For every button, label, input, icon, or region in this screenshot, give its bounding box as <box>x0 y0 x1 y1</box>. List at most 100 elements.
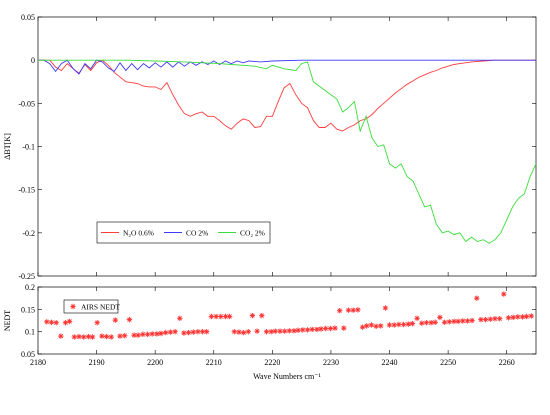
data-point <box>368 322 375 328</box>
data-point <box>158 330 164 337</box>
legend-label-2: CO₂ 2% <box>240 229 265 238</box>
data-point <box>332 325 338 331</box>
data-point <box>94 320 100 326</box>
legend-label-1: CO 2% <box>186 229 208 238</box>
data-point <box>140 331 146 337</box>
y-tick-label: 0.05 <box>21 13 35 22</box>
data-point <box>350 307 356 313</box>
data-point <box>345 307 352 313</box>
data-point <box>396 321 402 328</box>
data-point <box>474 295 480 301</box>
data-point <box>199 329 206 335</box>
data-point <box>48 319 55 325</box>
data-point <box>487 316 493 322</box>
series-line-1 <box>38 59 536 75</box>
data-point <box>181 330 187 336</box>
data-point <box>409 320 416 327</box>
data-point <box>208 313 215 320</box>
data-point <box>359 324 366 330</box>
data-point <box>337 308 343 314</box>
x-tick-label: 2240 <box>382 358 398 367</box>
data-point <box>286 328 292 334</box>
y-tick-label: -0.25 <box>18 272 35 281</box>
data-point <box>135 332 141 338</box>
data-point <box>226 313 233 320</box>
data-point <box>236 329 242 335</box>
y-tick-label: 0 <box>31 56 35 65</box>
legend-label: AIRS NEDT <box>81 303 120 312</box>
y-tick-label: -0.05 <box>18 99 35 108</box>
data-point <box>272 328 278 334</box>
data-point <box>523 313 530 320</box>
legend-marker <box>70 303 76 310</box>
y-tick-label: 0.2 <box>25 283 35 292</box>
data-point <box>76 333 82 340</box>
data-point <box>282 328 288 334</box>
data-point <box>364 323 370 329</box>
y-tick-label: -0.1 <box>22 143 35 152</box>
data-point <box>149 331 155 337</box>
data-point <box>103 333 110 340</box>
data-point <box>44 319 50 325</box>
data-point <box>108 334 114 340</box>
data-point <box>259 312 265 319</box>
series-line-0 <box>38 59 536 132</box>
data-point <box>355 307 361 313</box>
data-point <box>89 334 96 340</box>
y-tick-label: -0.2 <box>22 229 35 238</box>
data-point <box>423 320 430 326</box>
y-axis-label: ΔBT[K] <box>3 133 12 160</box>
x-tick-label: 2220 <box>264 358 280 367</box>
data-point <box>469 317 475 324</box>
data-point <box>117 333 123 339</box>
data-point <box>268 329 274 335</box>
data-point <box>515 314 521 320</box>
data-point <box>240 329 247 336</box>
data-point <box>464 318 471 324</box>
x-tick-label: 2260 <box>499 358 515 367</box>
data-point <box>245 329 251 335</box>
y-tick-label: 0.1 <box>25 328 35 337</box>
data-point <box>99 333 105 339</box>
data-point <box>441 319 448 325</box>
data-point <box>231 329 237 335</box>
data-point <box>492 316 498 322</box>
legend <box>96 221 271 244</box>
data-point <box>378 323 384 329</box>
x-tick-label: 2180 <box>30 358 46 367</box>
data-point <box>71 334 77 340</box>
x-tick-label: 2200 <box>147 358 163 367</box>
data-point <box>437 314 443 321</box>
data-point <box>419 320 425 326</box>
data-point <box>455 318 461 325</box>
data-point <box>528 313 534 319</box>
data-point <box>432 319 438 325</box>
data-point <box>323 325 329 332</box>
data-point <box>218 313 224 320</box>
data-point <box>400 321 407 328</box>
series-line-2 <box>38 59 537 244</box>
data-point <box>382 305 389 311</box>
legend-label-0: N₂O 0.6% <box>123 229 154 238</box>
data-point <box>185 329 192 336</box>
data-point <box>414 315 420 321</box>
data-point <box>254 328 260 334</box>
y-tick-label: -0.15 <box>18 186 35 195</box>
x-axis-label: Wave Numbers cm⁻¹ <box>253 372 321 381</box>
data-point <box>295 327 301 333</box>
data-point <box>291 328 297 334</box>
data-point <box>505 315 512 321</box>
data-point <box>81 334 87 340</box>
top-chart-panel: 0.05 0 -0.05 -0.1 -0.15 -0.2 -0.25 ΔBT[K] N₂O 0.… <box>3 13 537 281</box>
x-tick-label: 2230 <box>323 358 339 367</box>
data-point <box>309 326 315 333</box>
y-axis-label: NEDT <box>3 310 12 331</box>
x-tick-label: 2250 <box>440 358 456 367</box>
data-point <box>122 333 128 339</box>
data-point <box>126 316 133 323</box>
data-point <box>66 318 73 325</box>
data-point <box>53 320 59 326</box>
data-point <box>327 325 334 332</box>
